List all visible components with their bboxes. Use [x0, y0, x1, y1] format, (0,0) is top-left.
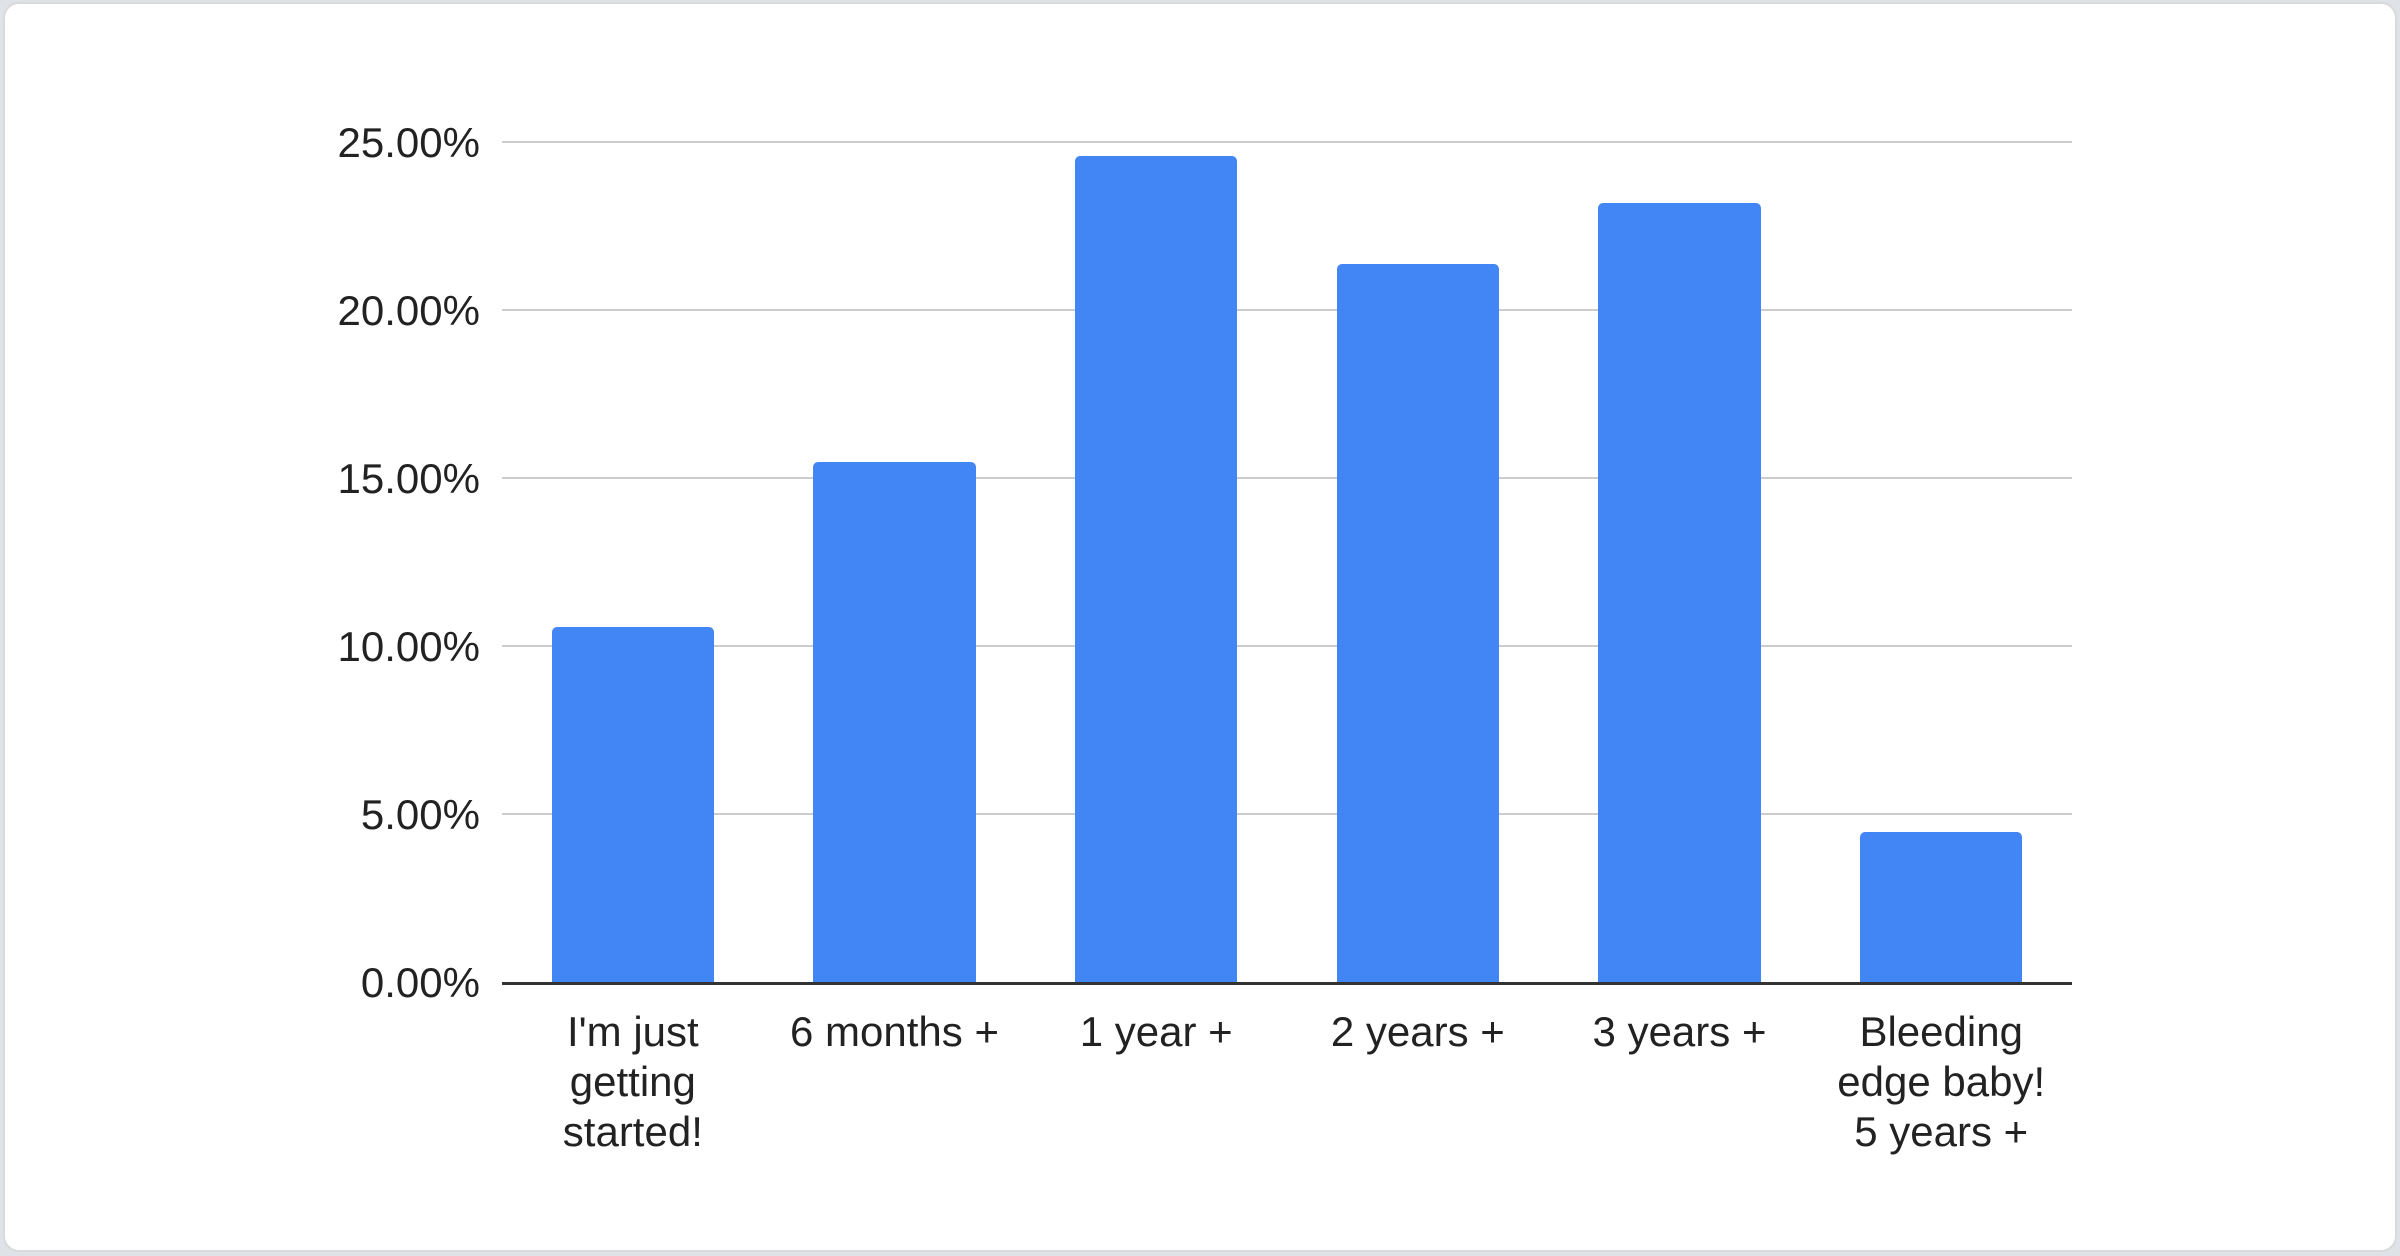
- bar-column: [1287, 143, 1549, 983]
- x-tick-label: I'm just getting started!: [562, 1008, 703, 1155]
- bars-row: [502, 143, 2072, 983]
- bar-column: [764, 143, 1026, 983]
- bar-column: [1025, 143, 1287, 983]
- gridline: [502, 813, 2072, 815]
- x-axis-line: [502, 982, 2072, 985]
- bar-chart-plot-area: 0.00% 5.00% 10.00% 15.00% 20.00% 25.00% I'm j…: [338, 121, 2072, 1155]
- bar: [813, 462, 976, 983]
- bar: [1075, 156, 1238, 983]
- gridline: [502, 309, 2072, 311]
- bar-column: [1810, 143, 2072, 983]
- x-axis-labels: I'm just getting started! 6 months + 1 yea…: [502, 1007, 2072, 1157]
- y-tick-label: 25.00%: [337, 119, 480, 166]
- x-tick-label: Bleeding edge baby! 5 years +: [1837, 1008, 2046, 1155]
- bar: [1336, 263, 1499, 983]
- y-tick-label: 15.00%: [337, 455, 480, 502]
- bar-column: [1549, 143, 1811, 983]
- y-tick-label: 0.00%: [360, 959, 480, 1006]
- x-tick-label: 2 years +: [1330, 1008, 1505, 1055]
- x-tick-label: 6 months +: [790, 1008, 999, 1055]
- gridline: [502, 645, 2072, 647]
- bar: [1860, 831, 2023, 983]
- y-tick-label: 10.00%: [337, 623, 480, 670]
- y-tick-label: 5.00%: [360, 791, 480, 838]
- bar: [551, 626, 714, 983]
- chart-card: 0.00% 5.00% 10.00% 15.00% 20.00% 25.00% I'm j…: [3, 2, 2397, 1252]
- gridline: [502, 477, 2072, 479]
- bar: [1598, 203, 1761, 983]
- gridline: [502, 141, 2072, 143]
- x-tick-label: 3 years +: [1592, 1008, 1767, 1055]
- y-tick-label: 20.00%: [337, 287, 480, 334]
- x-tick-label: 1 year +: [1079, 1008, 1233, 1055]
- bar-column: [502, 143, 764, 983]
